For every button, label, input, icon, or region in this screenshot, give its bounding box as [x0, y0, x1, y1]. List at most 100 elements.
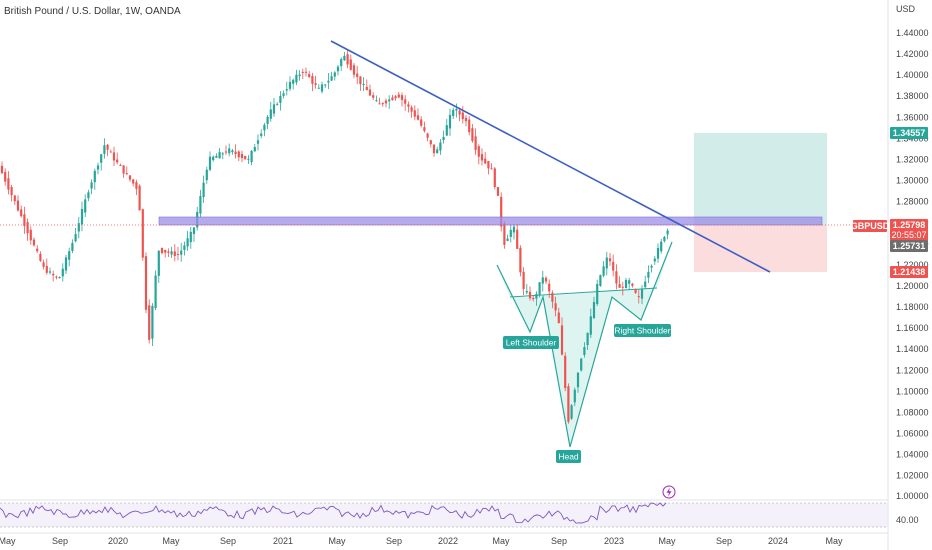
candle-body[interactable] — [368, 89, 372, 96]
candle-body[interactable] — [272, 104, 276, 114]
candle-body[interactable] — [442, 136, 445, 141]
candle-body[interactable] — [621, 286, 624, 288]
candle-body[interactable] — [637, 296, 640, 298]
candle-body[interactable] — [384, 100, 388, 104]
candle-body[interactable] — [599, 275, 602, 286]
candle-body[interactable] — [55, 276, 58, 278]
candle-body[interactable] — [500, 196, 503, 227]
candle-body[interactable] — [381, 103, 384, 105]
candle-body[interactable] — [340, 59, 343, 67]
candle-body[interactable] — [269, 109, 272, 119]
target-price-badge[interactable]: 1.34557 — [890, 127, 928, 139]
candle-body[interactable] — [343, 55, 346, 61]
candle-body[interactable] — [61, 268, 64, 277]
candle-body[interactable] — [333, 72, 336, 77]
candle-body[interactable] — [263, 124, 266, 131]
candle-body[interactable] — [183, 245, 186, 250]
candle-body[interactable] — [154, 275, 157, 309]
candle-body[interactable] — [352, 65, 356, 75]
candle-body[interactable] — [244, 155, 247, 160]
candle-body[interactable] — [180, 250, 183, 255]
candle-body[interactable] — [503, 223, 506, 245]
candle-body[interactable] — [167, 251, 170, 253]
candle-body[interactable] — [23, 214, 26, 227]
candle-body[interactable] — [93, 170, 96, 183]
candle-body[interactable] — [52, 273, 55, 276]
candle-body[interactable] — [288, 81, 292, 89]
candle-body[interactable] — [71, 242, 74, 251]
candle-body[interactable] — [461, 112, 464, 120]
candle-body[interactable] — [564, 355, 567, 389]
candle-body[interactable] — [452, 109, 455, 116]
candle-body[interactable] — [208, 156, 212, 170]
candle-body[interactable] — [240, 153, 244, 159]
candle-body[interactable] — [116, 159, 119, 163]
candle-body[interactable] — [285, 89, 288, 91]
candle-body[interactable] — [311, 75, 314, 84]
candle-body[interactable] — [407, 104, 410, 107]
candle-body[interactable] — [445, 125, 448, 136]
symbol-badge[interactable]: GBPUSD — [851, 220, 890, 232]
candle-body[interactable] — [304, 71, 308, 73]
candle-body[interactable] — [170, 251, 173, 255]
pattern-outline[interactable] — [496, 241, 673, 448]
candle-body[interactable] — [256, 140, 260, 144]
candle-body[interactable] — [647, 271, 650, 278]
candle-body[interactable] — [516, 229, 519, 249]
oscillator-line[interactable] — [0, 502, 667, 524]
candle-body[interactable] — [205, 169, 208, 181]
candle-body[interactable] — [573, 389, 576, 403]
candle-body[interactable] — [522, 271, 525, 289]
candle-body[interactable] — [90, 182, 93, 189]
candle-body[interactable] — [602, 266, 605, 276]
candle-body[interactable] — [276, 103, 279, 105]
candle-body[interactable] — [221, 153, 224, 155]
candle-body[interactable] — [448, 115, 452, 129]
candle-body[interactable] — [375, 100, 378, 102]
candle-body[interactable] — [394, 96, 397, 99]
candle-body[interactable] — [132, 179, 135, 184]
candle-body[interactable] — [426, 133, 429, 138]
candle-body[interactable] — [653, 258, 656, 262]
candle-body[interactable] — [346, 54, 349, 65]
candle-body[interactable] — [228, 148, 231, 154]
candle-body[interactable] — [42, 262, 45, 267]
candle-body[interactable] — [218, 152, 221, 159]
candle-body[interactable] — [439, 142, 442, 151]
candle-body[interactable] — [493, 168, 496, 187]
candle-body[interactable] — [362, 84, 365, 86]
candle-body[interactable] — [7, 178, 10, 190]
candle-body[interactable] — [391, 97, 394, 101]
candle-body[interactable] — [551, 292, 554, 302]
candle-body[interactable] — [128, 175, 132, 180]
candle-body[interactable] — [365, 86, 368, 91]
candle-body[interactable] — [576, 372, 580, 388]
candle-body[interactable] — [436, 149, 439, 154]
candle-body[interactable] — [125, 173, 128, 175]
candle-body[interactable] — [596, 283, 599, 305]
candle-body[interactable] — [160, 248, 164, 253]
candle-body[interactable] — [535, 293, 538, 299]
candle-body[interactable] — [4, 171, 7, 182]
candle-body[interactable] — [77, 223, 80, 232]
candle-body[interactable] — [404, 99, 407, 104]
candle-body[interactable] — [656, 247, 660, 259]
candle-body[interactable] — [282, 93, 285, 96]
candle-body[interactable] — [400, 95, 404, 100]
candle-body[interactable] — [58, 277, 61, 279]
candle-body[interactable] — [541, 277, 544, 284]
candle-body[interactable] — [199, 196, 202, 214]
candle-body[interactable] — [144, 256, 148, 310]
resistance-zone[interactable] — [158, 216, 823, 226]
candle-body[interactable] — [68, 251, 71, 260]
candle-body[interactable] — [605, 257, 608, 269]
candle-body[interactable] — [148, 305, 151, 340]
candle-body[interactable] — [164, 249, 167, 253]
candle-body[interactable] — [314, 83, 317, 85]
candle-body[interactable] — [586, 332, 589, 346]
candle-body[interactable] — [336, 66, 340, 72]
candle-body[interactable] — [324, 84, 327, 86]
last-price-badge[interactable]: 1.25798 20:55:07 — [890, 219, 928, 241]
candle-body[interactable] — [525, 291, 528, 293]
candle-body[interactable] — [359, 76, 362, 85]
